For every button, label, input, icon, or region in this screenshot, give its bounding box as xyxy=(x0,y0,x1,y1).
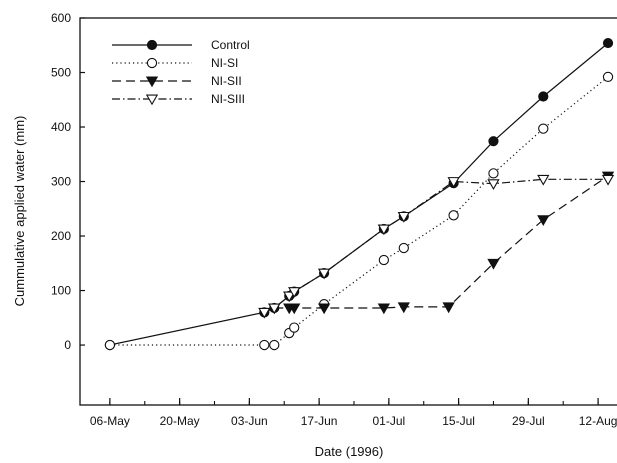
y-axis: 0 100 200 300 400 500 600 xyxy=(51,11,85,352)
data-point-ni-siii xyxy=(537,174,550,186)
data-point-ni-sii xyxy=(377,303,391,315)
legend-label: NI-SI xyxy=(211,56,238,70)
data-point-ni-siii xyxy=(283,291,296,303)
legend-marker xyxy=(146,39,158,51)
y-tick-label: 0 xyxy=(64,338,71,352)
legend-marker xyxy=(145,94,159,106)
data-point-ni-siii xyxy=(288,287,301,298)
x-tick-label: 20-May xyxy=(160,414,200,428)
data-point-ni-si xyxy=(269,339,280,351)
y-tick-label: 600 xyxy=(51,11,71,25)
data-point-ni-sii xyxy=(317,303,331,315)
x-axis: 06-May 20-May 03-Jun 17-Jun 01-Jul 15-Jul 29-J… xyxy=(90,398,617,428)
series-line-ni-siii xyxy=(264,178,608,313)
legend-label: NI-SIII xyxy=(211,92,245,106)
x-tick-label: 12-Aug xyxy=(579,414,617,428)
y-axis-title: Cummulative applied water (mm) xyxy=(12,116,27,307)
x-tick-label: 06-May xyxy=(90,414,130,428)
legend-marker xyxy=(146,57,158,69)
series-line-control xyxy=(109,42,609,346)
data-point-control xyxy=(488,136,499,147)
legend-label: NI-SII xyxy=(211,74,242,88)
data-point-ni-siii xyxy=(317,268,331,280)
series-ni-siii xyxy=(258,174,615,319)
data-point-ni-siii xyxy=(258,307,271,319)
data-point-control xyxy=(538,91,549,102)
data-point-control xyxy=(602,37,614,49)
data-point-ni-siii xyxy=(447,177,460,188)
legend-label: Control xyxy=(211,38,250,52)
legend-item-ni-sii: NI-SII xyxy=(112,74,242,88)
series-line-ni-si xyxy=(109,76,609,346)
x-tick-label: 01-Jul xyxy=(373,414,406,428)
data-point-ni-si xyxy=(488,168,499,179)
legend-item-control: Control xyxy=(112,38,250,52)
legend-item-ni-siii: NI-SIII xyxy=(112,92,245,106)
data-point-ni-siii xyxy=(377,224,391,236)
x-tick-label: 29-Jul xyxy=(512,414,545,428)
data-point-ni-si xyxy=(602,71,614,83)
data-point-ni-sii xyxy=(537,215,550,226)
x-tick-label: 17-Jun xyxy=(301,414,338,428)
data-point-ni-siii xyxy=(397,211,410,223)
series-layer xyxy=(104,37,615,351)
y-tick-label: 300 xyxy=(51,175,71,189)
data-point-ni-siii xyxy=(268,303,281,315)
data-point-ni-si xyxy=(398,242,409,254)
data-point-ni-si xyxy=(378,254,390,266)
series-ni-sii xyxy=(268,171,615,315)
data-point-ni-si xyxy=(448,210,459,221)
series-control xyxy=(104,37,614,351)
legend-item-ni-si: NI-SI xyxy=(112,56,238,70)
data-point-ni-sii xyxy=(288,303,301,315)
y-tick-label: 100 xyxy=(51,284,71,298)
data-point-ni-sii xyxy=(487,258,500,270)
data-point-ni-si xyxy=(289,322,300,333)
legend: Control NI-SI NI-SII NI-SIII xyxy=(112,38,250,106)
data-point-ni-sii xyxy=(397,302,410,314)
x-tick-label: 15-Jul xyxy=(442,414,475,428)
x-tick-label: 03-Jun xyxy=(231,414,268,428)
data-point-ni-si xyxy=(538,123,549,134)
series-line-ni-sii xyxy=(274,175,609,309)
data-point-ni-si xyxy=(104,339,116,351)
legend-marker xyxy=(145,76,159,88)
plot-frame xyxy=(79,17,617,406)
data-point-ni-siii xyxy=(601,174,615,186)
y-tick-label: 400 xyxy=(51,120,71,134)
y-tick-label: 200 xyxy=(51,229,71,243)
data-point-ni-si xyxy=(259,339,270,351)
data-point-ni-siii xyxy=(487,179,500,191)
y-tick-label: 500 xyxy=(51,66,71,80)
x-axis-title: Date (1996) xyxy=(315,444,384,459)
data-point-ni-sii xyxy=(442,302,455,314)
